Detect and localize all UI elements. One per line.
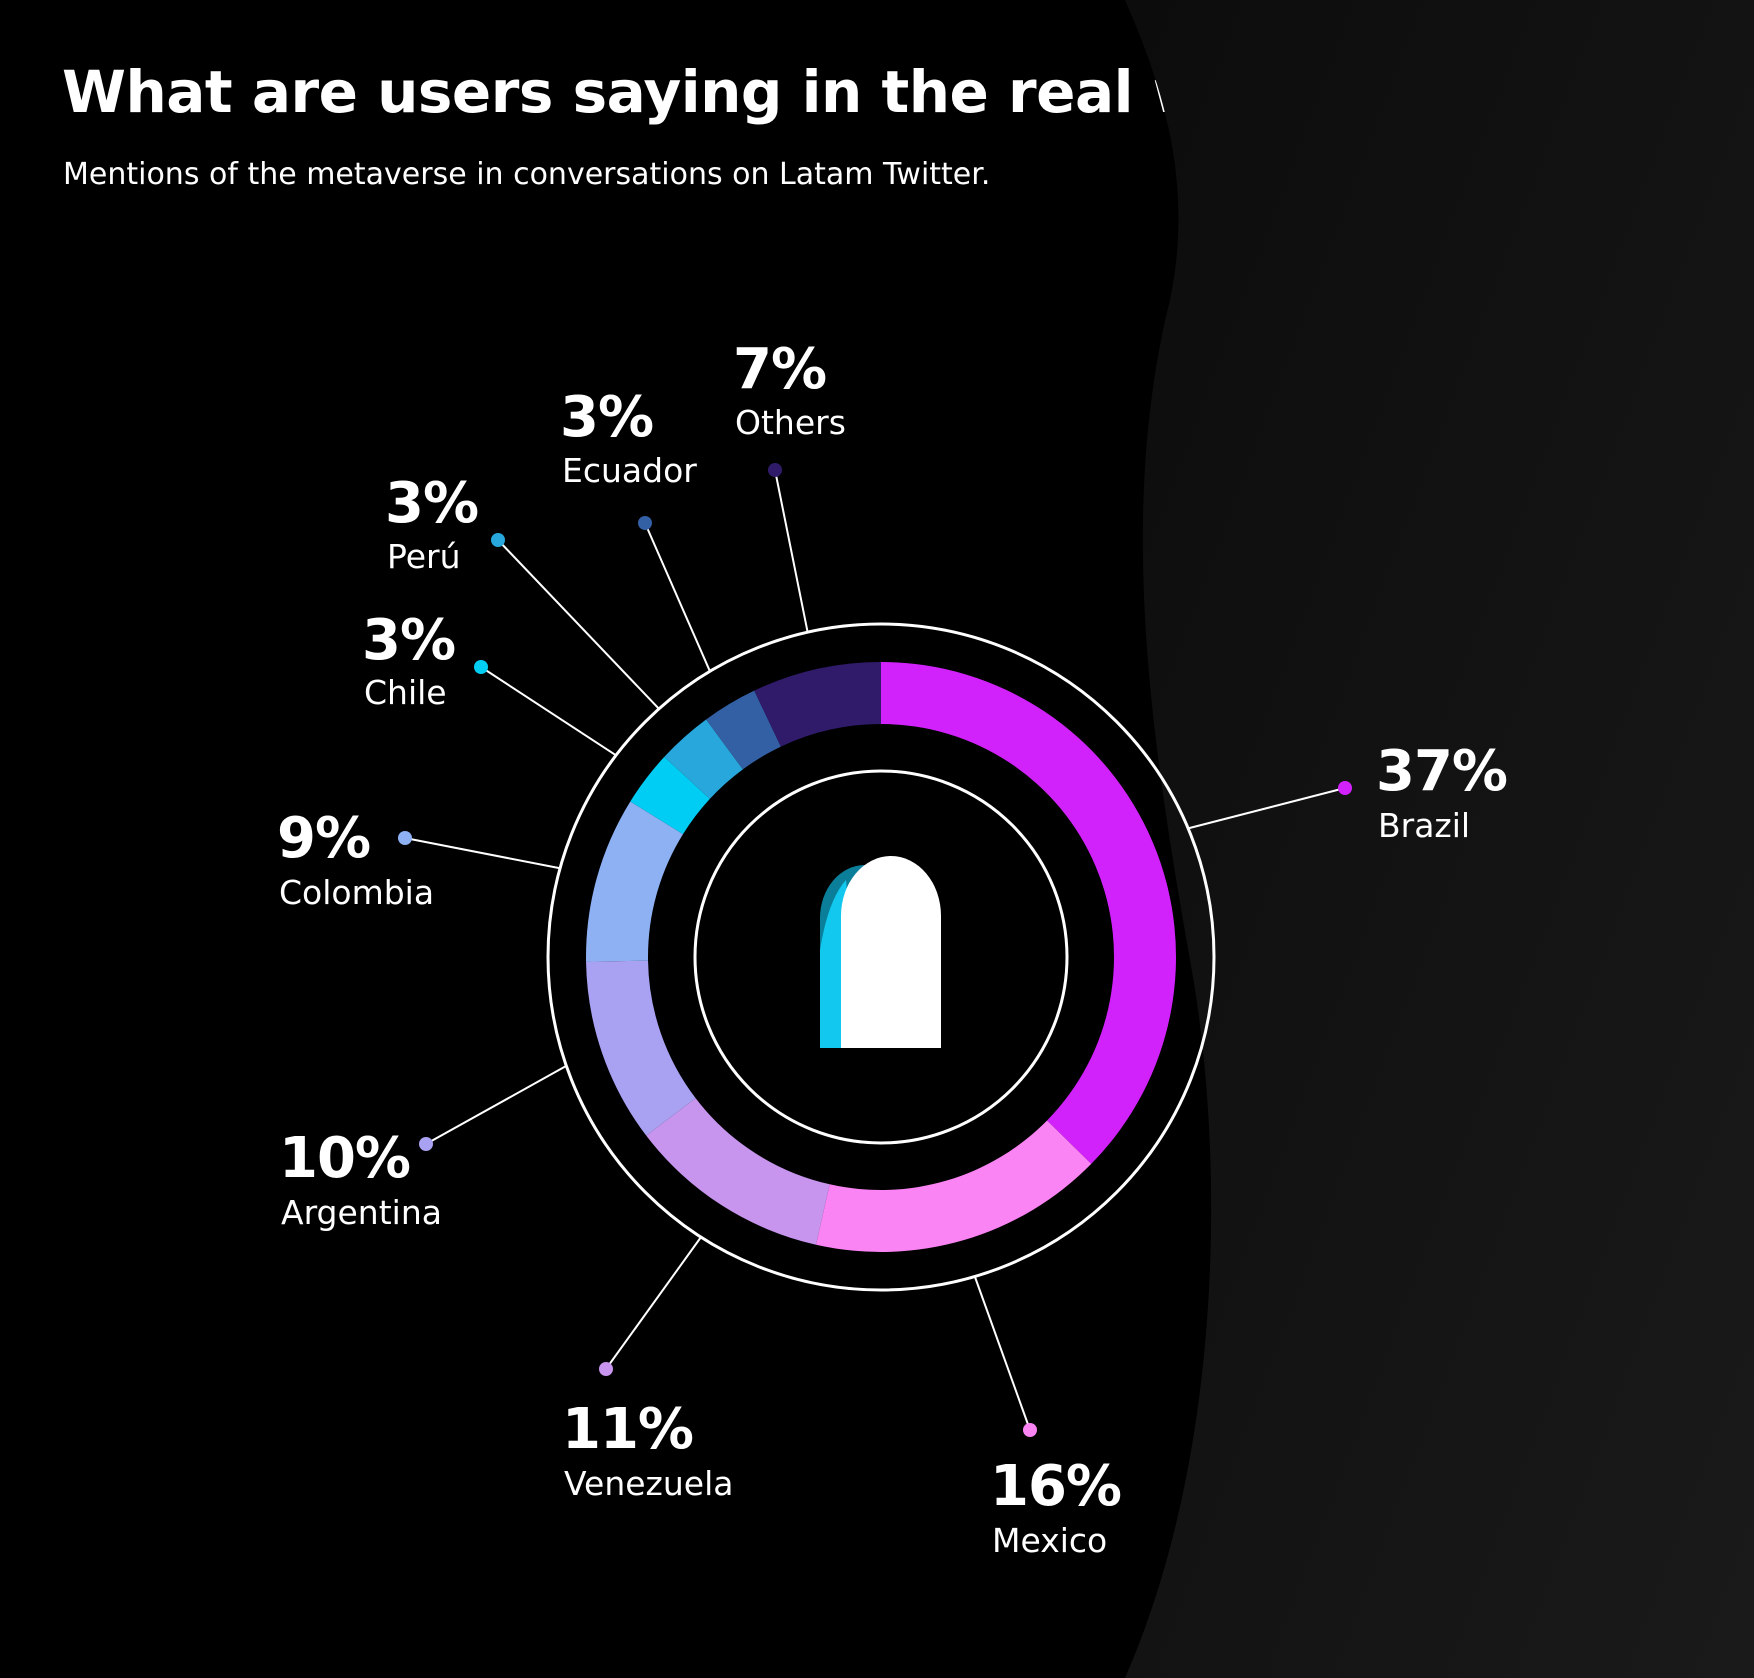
value-label: 3% xyxy=(362,608,455,673)
callout-dot xyxy=(599,1362,613,1376)
category-label: Colombia xyxy=(279,873,434,912)
callout-chile: 3%Chile xyxy=(362,608,617,757)
leader-line xyxy=(644,522,711,672)
callout-dot xyxy=(419,1137,433,1151)
callout-colombia: 9%Colombia xyxy=(277,806,561,912)
category-label: Perú xyxy=(387,537,461,576)
slices xyxy=(586,662,1176,1252)
leader-line xyxy=(480,666,617,757)
slice-mexico xyxy=(816,1120,1092,1252)
background-panel xyxy=(1125,0,1754,1678)
value-label: 7% xyxy=(733,337,826,402)
slice-colombia xyxy=(586,801,684,962)
callout-dot xyxy=(1338,781,1352,795)
leader-line xyxy=(1187,787,1346,830)
callout-dot xyxy=(768,463,782,477)
slice-chile xyxy=(630,756,710,835)
page-title: What are users saying in the real world? xyxy=(62,58,1367,126)
category-label: Others xyxy=(735,403,846,442)
callout-dot xyxy=(398,831,412,845)
category-label: Chile xyxy=(364,673,447,712)
callout-others: 7%Others xyxy=(733,337,846,633)
leader-line xyxy=(605,1236,702,1370)
slice-brazil xyxy=(881,662,1176,1164)
category-label: Brazil xyxy=(1378,806,1470,845)
callout-per: 3%Perú xyxy=(385,471,660,710)
category-label: Argentina xyxy=(281,1193,442,1232)
callout-dot xyxy=(491,533,505,547)
inner-ring xyxy=(693,769,1069,1145)
outer-ring xyxy=(546,622,1216,1292)
callout-argentina: 10%Argentina xyxy=(279,1065,567,1232)
leader-line xyxy=(425,1065,567,1145)
callout-mexico: 16%Mexico xyxy=(973,1276,1122,1560)
value-label: 9% xyxy=(277,806,370,871)
callout-brazil: 37%Brazil xyxy=(1187,739,1508,845)
slice-venezuela xyxy=(646,1098,830,1245)
page-subtitle: Mentions of the metaverse in conversatio… xyxy=(63,157,991,192)
leader-line xyxy=(973,1276,1031,1431)
slice-ecuador xyxy=(706,690,781,770)
leader-line xyxy=(497,539,660,710)
leader-line xyxy=(774,469,809,633)
slice-per xyxy=(664,719,743,799)
callout-dot xyxy=(1023,1423,1037,1437)
slice-others xyxy=(754,662,881,747)
grid-top-right xyxy=(1220,7,1754,620)
value-label: 3% xyxy=(560,385,653,450)
callout-venezuela: 11%Venezuela xyxy=(562,1236,733,1503)
arch-logo-icon xyxy=(820,856,941,1048)
value-label: 10% xyxy=(279,1126,410,1191)
value-label: 16% xyxy=(990,1454,1121,1519)
category-label: Ecuador xyxy=(562,451,697,490)
callout-ecuador: 3%Ecuador xyxy=(560,385,711,672)
category-label: Venezuela xyxy=(564,1464,733,1503)
category-label: Mexico xyxy=(992,1521,1107,1560)
value-label: 11% xyxy=(562,1397,693,1462)
callout-dot xyxy=(638,516,652,530)
value-label: 3% xyxy=(385,471,478,536)
value-label: 37% xyxy=(1376,739,1507,804)
callout-dot xyxy=(474,660,488,674)
grid-bottom-right xyxy=(1400,1090,1754,1678)
callouts: 37%Brazil16%Mexico11%Venezuela10%Argenti… xyxy=(277,337,1508,1560)
slice-argentina xyxy=(586,960,696,1136)
leader-line xyxy=(404,837,561,870)
